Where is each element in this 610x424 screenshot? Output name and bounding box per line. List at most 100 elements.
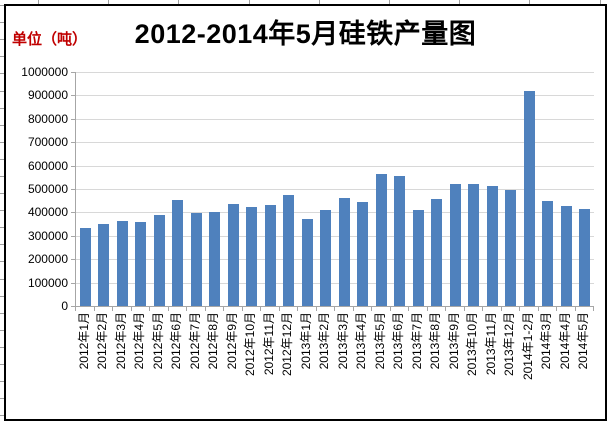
gridline: [76, 189, 594, 190]
bar-2014年1-2月: [523, 90, 535, 306]
x-axis-tick: [537, 307, 539, 311]
cell-boundary-mark: [0, 279, 4, 280]
y-axis-tick: [71, 259, 75, 261]
x-axis-tick-label: 2012年3月: [113, 312, 128, 370]
x-axis-tick-label: 2014年5月: [576, 312, 591, 370]
gridline: [76, 259, 594, 261]
cell-boundary-mark: [0, 22, 4, 23]
bar-2014年4月: [560, 205, 572, 306]
x-axis-tick-label: 2012年4月: [132, 312, 147, 370]
cell-boundary-mark: [0, 176, 4, 177]
bar-2012年7月: [190, 213, 202, 306]
gridline: [76, 118, 594, 120]
gridline: [76, 72, 594, 73]
x-axis-tick-label: 2013年8月: [428, 312, 443, 370]
y-axis-tick: [71, 118, 75, 120]
y-axis-tick: [71, 235, 75, 237]
x-axis-tick: [445, 307, 446, 311]
x-axis-tick-label: 2012年7月: [187, 312, 202, 370]
x-axis-tick: [593, 307, 594, 311]
cell-boundary-mark: [0, 210, 4, 211]
bar-2012年4月: [135, 222, 147, 306]
x-axis-tick: [556, 307, 557, 311]
y-axis-unit-label: 单位（吨）: [12, 31, 88, 48]
x-axis-tick: [500, 307, 502, 311]
x-axis-tick: [75, 307, 76, 311]
x-axis-tick: [260, 307, 261, 311]
bar-2012年11月: [264, 204, 276, 306]
x-axis-tick-label: 2013年6月: [391, 312, 406, 370]
bar-2013年3月: [338, 198, 350, 306]
x-axis-tick: [297, 307, 298, 311]
x-axis-tick-label: 2013年2月: [317, 312, 332, 370]
gridline: [76, 165, 594, 167]
bar-2013年10月: [468, 184, 480, 306]
cell-boundary-mark: [178, 0, 179, 4]
cell-boundary-mark: [529, 0, 530, 4]
y-axis-tick-label: 1000000: [21, 65, 68, 79]
y-axis-tick-label: 400000: [27, 205, 68, 220]
cell-boundary-mark: [0, 330, 4, 331]
bar-2013年4月: [357, 202, 369, 306]
y-axis-tick: [71, 72, 75, 73]
x-axis-tick: [112, 307, 113, 311]
bar-2013年8月: [431, 199, 443, 306]
x-axis-tick: [186, 307, 187, 311]
bar-2012年9月: [227, 204, 239, 306]
cell-boundary-mark: [0, 244, 4, 245]
x-axis-tick: [334, 307, 335, 311]
chart-title: 2012-2014年5月硅铁产量图: [134, 19, 477, 49]
y-axis-tick-label: 0: [61, 299, 68, 313]
bar-2012年3月: [116, 221, 128, 306]
y-axis-tick-label: 100000: [27, 275, 68, 290]
y-axis-tick-label: 500000: [27, 182, 68, 196]
y-axis-tick: [71, 142, 75, 144]
x-axis-tick: [241, 307, 243, 311]
x-axis-tick: [352, 307, 354, 311]
x-axis-tick: [315, 307, 317, 311]
cell-boundary-mark: [0, 142, 4, 143]
bar-2012年2月: [98, 223, 110, 306]
y-axis-tick-label: 800000: [27, 111, 68, 126]
cell-boundary-mark: [319, 0, 320, 4]
cell-boundary-mark: [459, 0, 460, 4]
plot-area: [75, 72, 594, 307]
x-axis-tick-label: 2012年2月: [95, 312, 110, 370]
x-axis-tick-label: 2012年12月: [280, 312, 295, 377]
x-axis-tick: [223, 307, 224, 311]
x-axis-tick: [426, 307, 428, 311]
x-axis-tick-label: 2013年10月: [465, 312, 480, 377]
cell-boundary-mark: [0, 364, 4, 365]
bar-2014年3月: [542, 201, 554, 306]
bar-2013年7月: [412, 209, 424, 306]
cell-boundary-mark: [0, 5, 4, 6]
cell-boundary-mark: [0, 347, 4, 348]
x-axis-tick-label: 2012年5月: [150, 312, 165, 370]
x-axis-tick-label: 2012年11月: [261, 312, 276, 376]
cell-boundary-mark: [38, 0, 39, 4]
cell-boundary-mark: [0, 91, 4, 92]
x-axis-tick-label: 2012年1月: [76, 312, 91, 370]
bar-2012年10月: [246, 206, 258, 306]
cell-boundary-mark: [0, 73, 4, 74]
cell-boundary-mark: [249, 0, 250, 4]
x-axis-tick-label: 2013年4月: [354, 312, 369, 370]
x-axis-tick: [130, 307, 132, 311]
x-axis-tick: [408, 307, 409, 311]
x-axis-tick: [482, 307, 483, 311]
x-axis-tick: [204, 307, 206, 311]
x-axis-tick-label: 2014年3月: [539, 312, 554, 370]
y-axis-tick: [71, 306, 75, 307]
y-axis-tick: [71, 212, 75, 214]
x-axis-tick-label: 2013年12月: [502, 312, 517, 377]
bar-2013年11月: [486, 185, 498, 306]
y-axis-tick: [71, 165, 75, 167]
x-axis-tick-label: 2013年1月: [298, 312, 313, 370]
x-axis-tick-label: 2014年1-2月: [520, 312, 535, 381]
x-axis-tick-label: 2012年6月: [169, 312, 184, 370]
y-axis-tick-label: 900000: [27, 88, 68, 103]
x-axis-tick: [278, 307, 280, 311]
y-axis-tick: [71, 189, 75, 190]
x-axis-tick-label: 2013年3月: [335, 312, 350, 370]
x-axis-tick-label: 2013年9月: [446, 312, 461, 370]
